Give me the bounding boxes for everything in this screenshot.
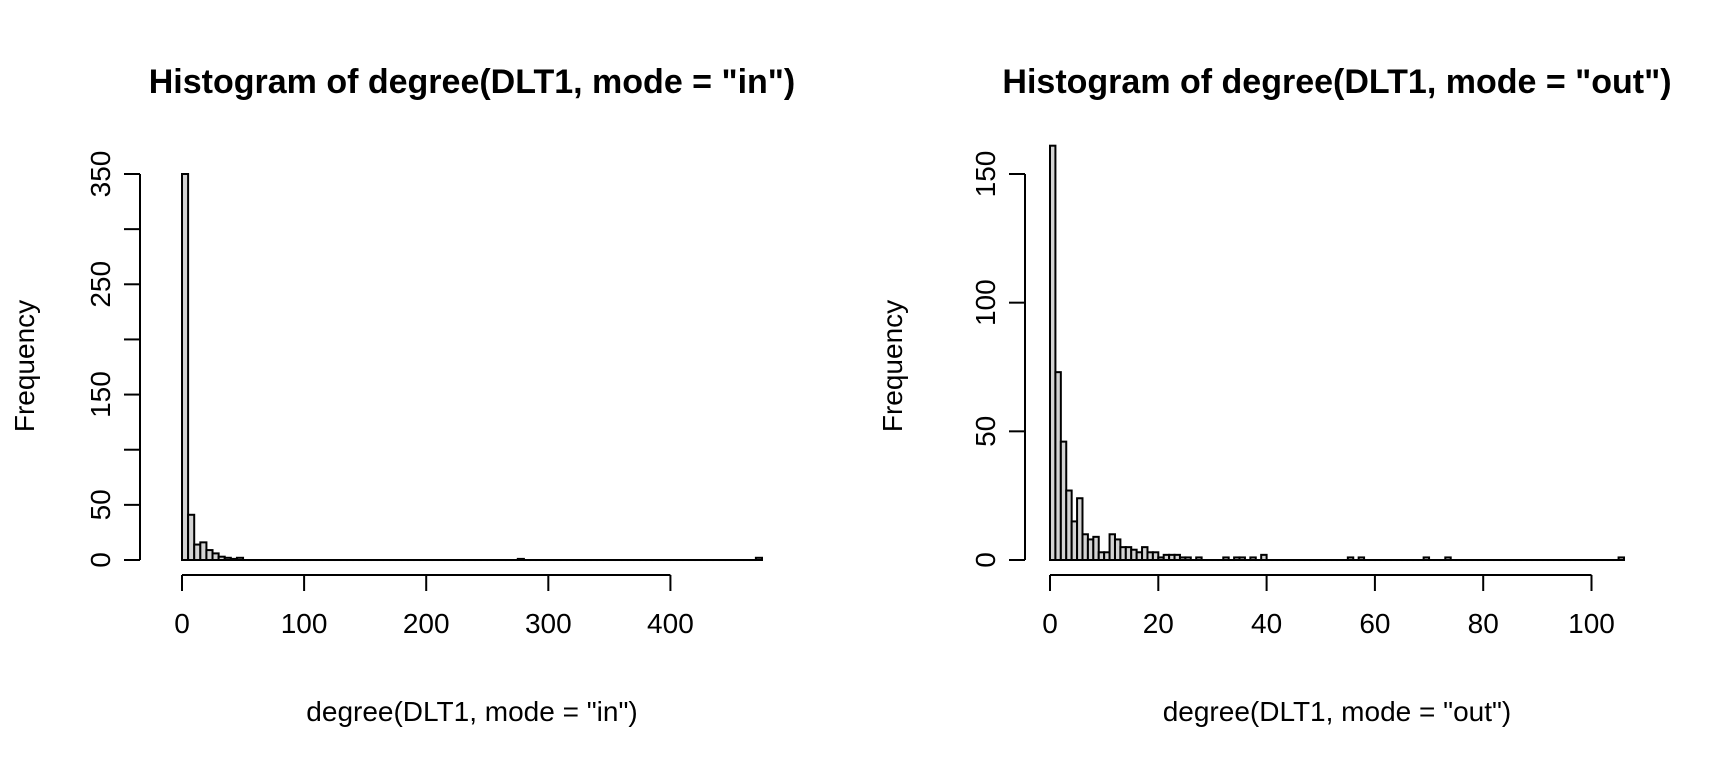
x-tick-label: 20: [1143, 608, 1174, 639]
x-tick-label: 400: [647, 608, 694, 639]
y-tick-label: 0: [970, 552, 1001, 568]
x-tick-label: 300: [525, 608, 572, 639]
x-tick-label: 40: [1251, 608, 1282, 639]
histogram-bar: [1444, 556, 1452, 562]
y-tick-label: 50: [970, 416, 1001, 447]
chart-title: Histogram of degree(DLT1, mode = "in"): [149, 63, 796, 101]
histogram-bar: [1049, 144, 1057, 561]
in-degree-histogram: Histogram of degree(DLT1, mode = "in") F…: [9, 63, 795, 727]
histogram-bar: [1151, 551, 1160, 562]
x-tick-label: 60: [1359, 608, 1390, 639]
histogram-bar: [1617, 556, 1626, 562]
histogram-bar: [1195, 556, 1203, 562]
y-axis-label: Frequency: [877, 300, 908, 432]
x-tick-label: 0: [174, 608, 190, 639]
histogram-bar: [181, 173, 190, 561]
chart-title: Histogram of degree(DLT1, mode = "out"): [1002, 63, 1671, 101]
y-tick-label: 100: [970, 279, 1001, 326]
y-tick-label: 350: [85, 151, 116, 198]
x-axis: 0 20 40 60 80 100: [1042, 574, 1615, 639]
x-axis-label: degree(DLT1, mode = "out"): [1163, 696, 1512, 727]
histogram-bar: [187, 513, 196, 561]
x-tick-label: 200: [403, 608, 450, 639]
histogram-bars: [1049, 144, 1626, 562]
x-axis: 0 100 200 300 400: [174, 574, 694, 639]
y-tick-label: 150: [970, 151, 1001, 198]
histogram-bar: [1249, 556, 1257, 562]
x-tick-label: 0: [1042, 608, 1058, 639]
histogram-bar: [754, 556, 763, 562]
y-tick-label: 0: [85, 552, 116, 568]
x-tick-label: 80: [1468, 608, 1499, 639]
histogram-bar: [1092, 535, 1100, 562]
histogram-bar: [1260, 553, 1268, 561]
y-tick-label: 150: [85, 371, 116, 418]
histogram-bar: [1222, 556, 1230, 562]
x-tick-label: 100: [281, 608, 328, 639]
x-axis-label: degree(DLT1, mode = "in"): [306, 696, 637, 727]
out-degree-histogram: Histogram of degree(DLT1, mode = "out") …: [877, 63, 1672, 727]
y-axis-label: Frequency: [9, 300, 40, 432]
histogram-bar: [1184, 556, 1192, 562]
x-tick-label: 100: [1568, 608, 1615, 639]
y-axis: 0 50 150 250 350: [85, 151, 141, 568]
histogram-bar: [1346, 556, 1355, 562]
histogram-bar: [1076, 497, 1084, 561]
histogram-bar: [235, 556, 245, 562]
histogram-bar: [1422, 556, 1431, 562]
histogram-bar: [1238, 556, 1246, 562]
y-tick-label: 50: [85, 489, 116, 520]
histogram-bar: [1357, 556, 1366, 562]
y-axis: 0 50 100 150: [970, 151, 1026, 568]
y-tick-label: 250: [85, 261, 116, 308]
histogram-bars: [181, 173, 763, 562]
